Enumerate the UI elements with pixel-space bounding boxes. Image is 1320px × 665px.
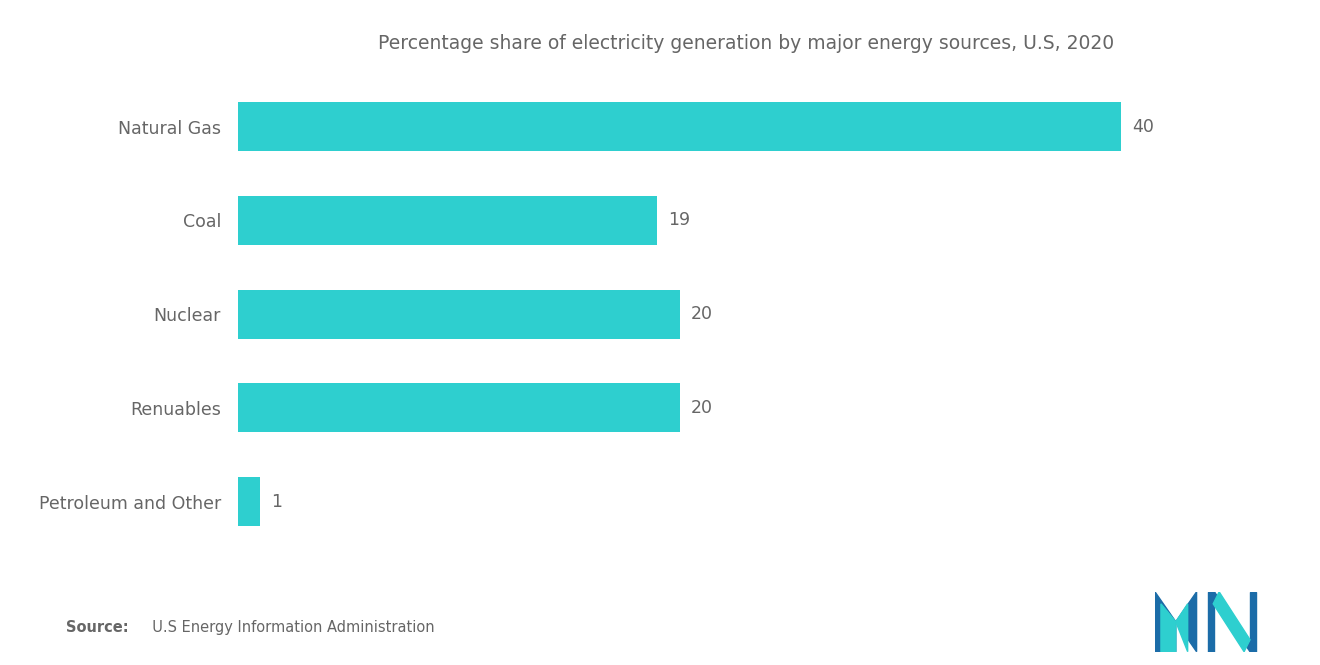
Polygon shape bbox=[1209, 592, 1214, 652]
Title: Percentage share of electricity generation by major energy sources, U.S, 2020: Percentage share of electricity generati… bbox=[378, 34, 1114, 53]
Polygon shape bbox=[1162, 604, 1176, 652]
Text: 19: 19 bbox=[668, 211, 690, 229]
Polygon shape bbox=[1209, 592, 1257, 652]
Text: U.S Energy Information Administration: U.S Energy Information Administration bbox=[143, 620, 434, 635]
Bar bbox=[238, 384, 680, 432]
Polygon shape bbox=[1250, 592, 1257, 652]
Polygon shape bbox=[1176, 604, 1188, 652]
Bar bbox=[238, 477, 260, 526]
Bar bbox=[238, 102, 1122, 151]
Polygon shape bbox=[1155, 592, 1176, 652]
Text: 1: 1 bbox=[271, 493, 281, 511]
Bar bbox=[238, 196, 657, 245]
Polygon shape bbox=[1213, 592, 1250, 652]
Text: 20: 20 bbox=[690, 305, 713, 323]
Text: 20: 20 bbox=[690, 399, 713, 417]
Polygon shape bbox=[1176, 592, 1196, 652]
Text: 40: 40 bbox=[1133, 118, 1155, 136]
Text: Source:: Source: bbox=[66, 620, 128, 635]
Bar bbox=[238, 290, 680, 338]
